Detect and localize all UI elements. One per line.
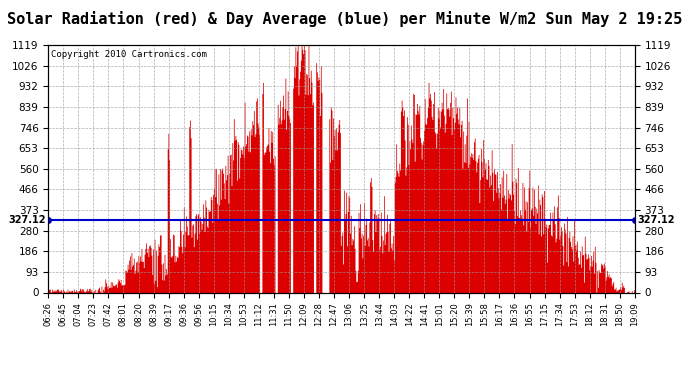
Text: 327.12: 327.12 [8, 215, 46, 225]
Text: 327.12: 327.12 [638, 215, 675, 225]
Text: Solar Radiation (red) & Day Average (blue) per Minute W/m2 Sun May 2 19:25: Solar Radiation (red) & Day Average (blu… [8, 11, 682, 27]
Text: Copyright 2010 Cartronics.com: Copyright 2010 Cartronics.com [51, 50, 207, 59]
